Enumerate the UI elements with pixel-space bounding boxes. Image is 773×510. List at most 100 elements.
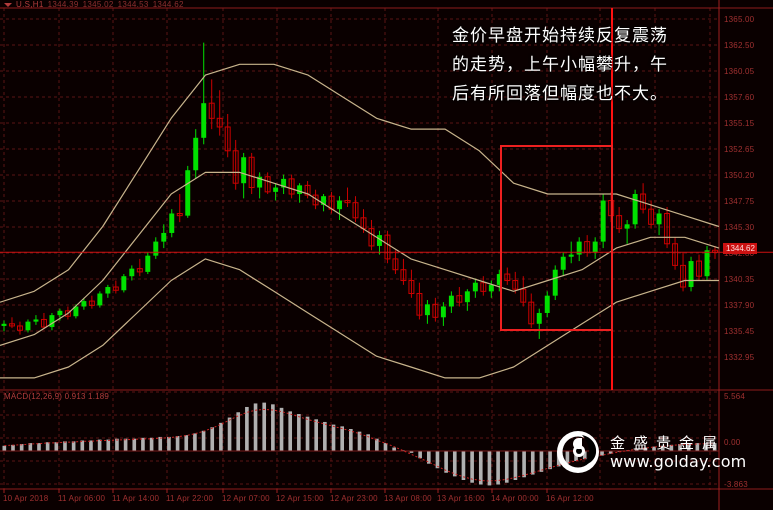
candle-body-bearish (136, 268, 143, 273)
candle-body-bearish (232, 150, 239, 184)
macd-tick-label: 5.564 (724, 392, 746, 401)
candle-body-bearish (9, 323, 15, 327)
candle-body-bearish (40, 318, 47, 328)
commentary-annotation: 金价早盘开始持续反复震荡 的走势，上午小幅攀升，午 后有所回落但幅度也不大。 (452, 22, 752, 109)
candle-body-bullish (193, 137, 199, 171)
candle-body-bullish (656, 213, 662, 225)
time-tick-label: 13 Apr 08:00 (384, 494, 432, 503)
ohlc-low: 1344.53 (117, 0, 149, 9)
candle-body-bearish (432, 303, 439, 318)
price-tick-label: 1337.90 (724, 301, 755, 310)
candle-body-bullish (81, 301, 87, 307)
candle-body-bullish (73, 306, 79, 317)
watermark-url: www.golday.com (610, 451, 747, 471)
time-tick-label: 16 Apr 12:00 (546, 494, 594, 503)
candle-body-bullish (281, 178, 287, 188)
commentary-line-3: 后有所回落但幅度也不大。 (452, 84, 668, 104)
time-tick-label: 12 Apr 15:00 (276, 494, 324, 503)
candle-body-bearish (672, 243, 679, 266)
candle-body-bearish (520, 288, 527, 303)
symbol-name: U.S,H1 (16, 0, 44, 9)
candle-body-bullish (448, 295, 454, 307)
macd-indicator-label: MACD(12,26,9) 0.913 1.189 (4, 392, 110, 401)
candle-body-bullish (49, 315, 55, 328)
symbol-header: U.S,H1 1344.39 1345.02 1344.53 1344.62 (4, 0, 184, 9)
candle-body-bullish (536, 312, 542, 324)
bollinger-upper-band (0, 63, 720, 303)
time-tick-label: 11 Apr 22:00 (166, 494, 214, 503)
candle-body-bullish (321, 196, 327, 205)
candle-body-bearish (112, 286, 119, 291)
candle-body-bearish (16, 325, 23, 331)
current-price-tag: 1344.62 (723, 243, 757, 254)
candle-body-bullish (464, 291, 470, 303)
time-tick-label: 14 Apr 00:00 (491, 494, 539, 503)
candle-body-bullish (592, 241, 598, 253)
candle-body-bullish (121, 276, 127, 291)
candle-body-bullish (185, 170, 191, 216)
candle-body-bullish (57, 310, 63, 316)
ohlc-open: 1344.39 (47, 0, 79, 9)
candle-body-bullish (161, 232, 167, 242)
candle-body-bullish (552, 269, 558, 296)
price-tick-label: 1340.35 (724, 275, 755, 284)
candle-body-bullish (568, 254, 574, 257)
candle-body-bullish (297, 185, 303, 195)
macd-tick-label: -3.863 (724, 480, 748, 489)
golday-circle-logo-icon (557, 431, 599, 473)
watermark-brand: 金盛贵金属 (610, 433, 726, 452)
time-tick-label: 11 Apr 14:00 (112, 494, 160, 503)
candle-body-bearish (480, 282, 487, 292)
candle-body-bearish (216, 117, 223, 128)
candle-body-bearish (456, 295, 463, 303)
candle-body-bullish (704, 250, 710, 277)
price-tick-label: 1335.45 (724, 327, 755, 336)
candle-body-bearish (392, 258, 399, 271)
candle-body-bullish (257, 176, 263, 188)
candle-body-bearish (264, 176, 271, 193)
candle-body-bearish (288, 178, 295, 195)
time-tick-label: 12 Apr 07:00 (222, 494, 270, 503)
candle-body-bullish (337, 200, 343, 210)
highlight-rectangle-annotation (500, 145, 613, 331)
candle-body-bullish (169, 213, 175, 233)
ohlc-close: 1344.62 (152, 0, 184, 9)
price-tick-label: 1355.15 (724, 119, 755, 128)
candle-body-bullish (624, 224, 630, 229)
macd-tick-label: 0.00 (724, 438, 741, 447)
candle-body-bearish (368, 228, 375, 247)
candle-body-bullish (440, 306, 446, 318)
candle-body-bullish (376, 235, 382, 246)
candle-body-bearish (648, 208, 655, 225)
candle-body-bearish (384, 234, 391, 260)
candle-body-bullish (544, 295, 550, 313)
candle-body-bearish (528, 301, 535, 325)
candle-body-bullish (488, 284, 494, 292)
candle-body-bearish (680, 264, 687, 288)
price-tick-label: 1347.75 (724, 197, 755, 206)
candle-body-bullish (97, 293, 103, 306)
candle-body-bullish (129, 268, 135, 277)
candle-body-bearish (208, 102, 215, 119)
candle-body-bearish (696, 260, 703, 277)
bollinger-middle-band (0, 171, 720, 346)
candle-body-bearish (64, 310, 71, 317)
candle-body-bullish (153, 241, 159, 256)
price-tick-label: 1352.65 (724, 145, 755, 154)
commentary-line-1: 金价早盘开始持续反复震荡 (452, 26, 668, 46)
price-tick-label: 1332.95 (724, 353, 755, 362)
price-tick-label: 1362.50 (724, 41, 755, 50)
price-tick-label: 1360.05 (724, 67, 755, 76)
candle-body-bearish (176, 212, 183, 217)
candle-body-bullish (201, 103, 207, 138)
candle-body-bullish (145, 255, 151, 272)
candle-body-bearish (352, 202, 359, 219)
triangle-down-icon[interactable] (4, 2, 12, 7)
bollinger-lower-band (0, 258, 719, 379)
candle-body-bullish (560, 256, 566, 270)
candle-body-bearish (512, 280, 519, 290)
candle-body-bearish (408, 280, 415, 295)
